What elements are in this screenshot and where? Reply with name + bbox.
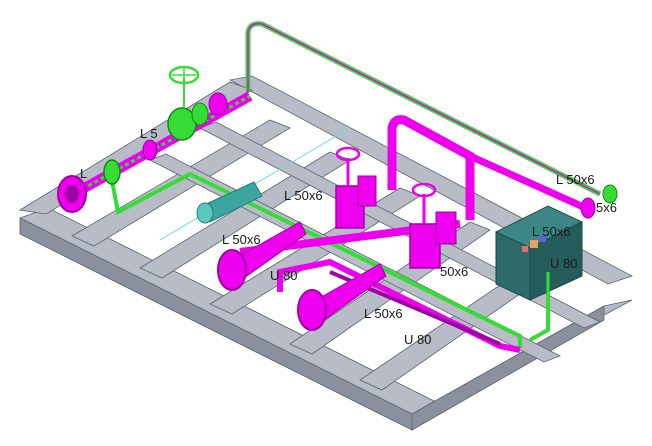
label-l9: L 50x6 xyxy=(556,172,595,187)
magenta-overhead-pipe xyxy=(387,115,475,220)
label-l5: U 80 xyxy=(270,268,297,283)
frame-rail-right-side xyxy=(411,305,605,431)
nozzle-1-bell xyxy=(217,249,247,291)
label-l3: L 50x6 xyxy=(284,188,323,203)
label-l10: 5x6 xyxy=(596,200,617,215)
label-l6: L 50x6 xyxy=(364,306,403,321)
green-pipe-lower xyxy=(108,169,522,348)
cabinet-indicator-2 xyxy=(530,240,538,248)
label-l2: L xyxy=(80,166,87,181)
teal-filter xyxy=(196,181,263,224)
magenta-riser-right xyxy=(468,152,592,214)
label-l7: 50x6 xyxy=(440,264,468,279)
handwheel-icon xyxy=(411,182,437,198)
nozzle-2-bell xyxy=(297,289,327,331)
label-l4: L 50x6 xyxy=(222,232,261,247)
outlet-flange-green xyxy=(602,184,618,204)
inlet-flange-2 xyxy=(103,159,121,185)
label-l1: L 5 xyxy=(140,126,158,141)
member-labels: L 5 L L 50x6 L 50x6 U 80 L 50x6 50x6 U 8… xyxy=(80,126,617,347)
frame-cross-1 xyxy=(71,119,291,247)
nozzle-1 xyxy=(217,221,307,291)
magenta-return-1 xyxy=(277,258,521,353)
label-l11: L 50x6 xyxy=(532,224,571,239)
handwheel-icon xyxy=(335,146,361,162)
strainer-unit-1 xyxy=(335,146,377,229)
green-pipe-top-loop-core xyxy=(247,22,601,195)
label-l8: U 80 xyxy=(404,332,431,347)
strainer-unit-2 xyxy=(409,182,457,269)
label-l12: U 80 xyxy=(550,256,577,271)
nozzle-2 xyxy=(297,263,387,331)
cabinet-indicator-1 xyxy=(522,246,528,252)
outlet-flange xyxy=(580,197,596,219)
cabinet-indicator-3 xyxy=(540,236,546,242)
control-cabinet xyxy=(494,205,584,301)
inlet-manifold xyxy=(57,65,253,213)
